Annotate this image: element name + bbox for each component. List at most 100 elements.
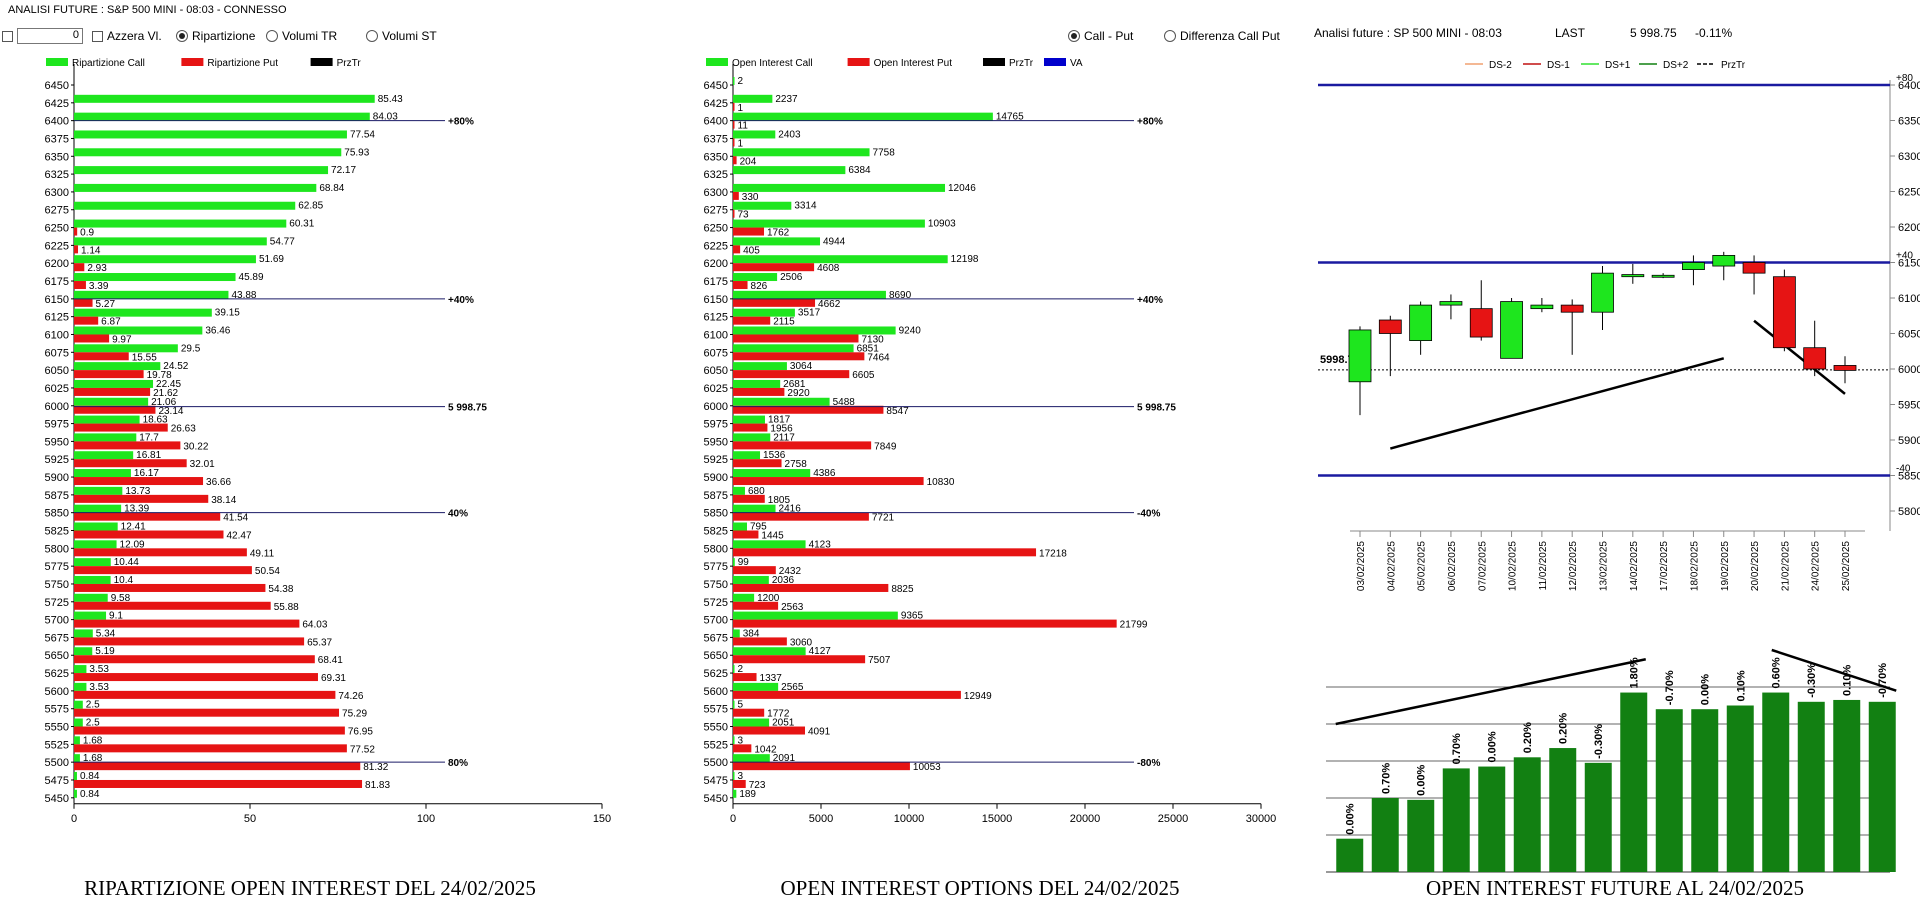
oi-bar-label: -0.30%	[1806, 663, 1818, 698]
put-value-label: 6605	[852, 370, 875, 381]
call-bar	[74, 451, 134, 460]
put-bar	[74, 316, 99, 325]
candle-body	[1772, 276, 1796, 349]
x-tick-label: 5000	[809, 813, 833, 825]
radio-diff-call-put[interactable]: Differenza Call Put	[1164, 26, 1280, 46]
call-bar	[733, 522, 747, 531]
y-tick-label: 5600	[704, 686, 728, 698]
call-bar	[74, 771, 77, 780]
call-value-label: 10903	[928, 219, 956, 230]
call-value-label: 8690	[889, 290, 912, 301]
call-bar	[74, 682, 87, 691]
call-bar	[74, 718, 83, 727]
put-value-label: 2432	[779, 566, 802, 577]
radio-volumi-st-dot[interactable]	[366, 30, 378, 42]
last-change: -0.11%	[1695, 26, 1733, 40]
reference-line-label: +40%	[448, 295, 474, 306]
put-value-label: 68.41	[318, 655, 343, 666]
call-bar	[74, 166, 329, 175]
radio-diff-call-put-dot[interactable]	[1164, 30, 1176, 42]
call-value-label: 2	[738, 664, 744, 675]
put-value-label: 77.52	[350, 744, 375, 755]
y-tick-label: 5825	[704, 526, 728, 538]
y-tick-label: 6400	[704, 116, 728, 128]
reset-option[interactable]: Azzera Vl.	[92, 26, 162, 46]
put-bar	[733, 316, 771, 325]
y-tick-label: 6300	[704, 187, 728, 199]
oi-bar-label: -0.30%	[1593, 724, 1605, 759]
put-value-label: 55.88	[274, 602, 299, 613]
chart-title-open-interest: OPEN INTEREST OPTIONS DEL 24/02/2025	[780, 876, 1180, 900]
put-value-label: 2758	[785, 459, 808, 470]
oi-bar-label: 0.00%	[1487, 731, 1499, 762]
call-value-label: 12046	[948, 183, 976, 194]
radio-call-put[interactable]: Call - Put	[1068, 26, 1133, 46]
call-bar	[74, 486, 123, 495]
radio-volumi-st-label: Volumi ST	[382, 29, 437, 43]
legend-swatch	[310, 58, 333, 66]
call-value-label: 9365	[901, 611, 924, 622]
put-value-label: 1	[738, 103, 744, 114]
y-tick-label: 5675	[45, 632, 69, 644]
spin-enable-checkbox[interactable]	[2, 30, 13, 42]
put-bar	[733, 512, 869, 521]
y-tick-label: 6150	[45, 294, 69, 306]
radio-volumi-tr-dot[interactable]	[266, 30, 278, 42]
call-bar	[74, 700, 83, 709]
radio-volumi-tr[interactable]: Volumi TR	[266, 26, 337, 46]
oi-bar	[1726, 705, 1754, 872]
call-value-label: 9240	[899, 325, 922, 336]
radio-ripartizione[interactable]: Ripartizione	[176, 26, 255, 46]
call-bar	[74, 647, 93, 656]
legend-swatch	[181, 58, 204, 66]
trend-line-up	[1335, 658, 1647, 726]
oi-bar	[1833, 699, 1861, 872]
x-tick-label: 10000	[894, 813, 925, 825]
y-tick-label: 6100	[704, 329, 728, 341]
put-value-label: 8825	[891, 584, 914, 595]
y-tick-label: 5900	[45, 472, 69, 484]
put-value-label: 10830	[927, 477, 955, 488]
reset-checkbox[interactable]	[92, 30, 103, 42]
y-tick-label: 6075	[45, 347, 69, 359]
candle-body	[1469, 308, 1493, 338]
radio-ripartizione-dot[interactable]	[176, 30, 188, 42]
y-tick-label: 6125	[45, 312, 69, 324]
call-value-label: 10.44	[114, 557, 139, 568]
y-tick-label: 6250	[1898, 187, 1920, 199]
candle-body	[1439, 301, 1463, 306]
x-tick-label: 04/02/2025	[1386, 541, 1397, 591]
put-value-label: 21799	[1120, 620, 1148, 631]
call-value-label: 10.4	[114, 575, 134, 586]
call-bar	[733, 344, 854, 353]
call-value-label: 13.39	[124, 504, 149, 515]
x-tick-label: 18/02/2025	[1689, 541, 1700, 591]
y-tick-label: 5575	[704, 704, 728, 716]
y-tick-label: 5825	[45, 526, 69, 538]
x-tick-label: 05/02/2025	[1417, 541, 1428, 591]
put-bar	[733, 209, 735, 218]
y-tick-label: 5750	[704, 579, 728, 591]
put-bar	[733, 726, 806, 735]
call-value-label: 13.73	[125, 486, 150, 497]
reference-line-label: +80%	[448, 117, 474, 128]
call-value-label: 5.34	[96, 628, 116, 639]
put-bar	[74, 245, 79, 254]
radio-volumi-st[interactable]: Volumi ST	[366, 26, 437, 46]
put-value-label: 1445	[761, 531, 784, 542]
put-value-label: 0.9	[80, 228, 94, 239]
call-bar	[74, 469, 131, 478]
put-bar	[74, 477, 204, 486]
level-label: -40	[1896, 464, 1911, 475]
x-tick-label: 10/02/2025	[1508, 541, 1519, 591]
call-value-label: 21.06	[151, 397, 176, 408]
spin-input[interactable]: 0	[17, 28, 83, 44]
y-tick-label: 6225	[45, 240, 69, 252]
radio-call-put-dot[interactable]	[1068, 30, 1080, 42]
y-tick-label: 6025	[45, 383, 69, 395]
put-bar	[733, 744, 752, 753]
radio-call-put-label: Call - Put	[1084, 29, 1134, 43]
call-value-label: 9.58	[111, 593, 131, 604]
reset-label: Azzera Vl.	[107, 29, 162, 43]
oi-future-chart: 0.00% 0.70% 0.00% 0.70% 0.00% 0.20% 0.20% -0.30…	[1326, 648, 1897, 873]
